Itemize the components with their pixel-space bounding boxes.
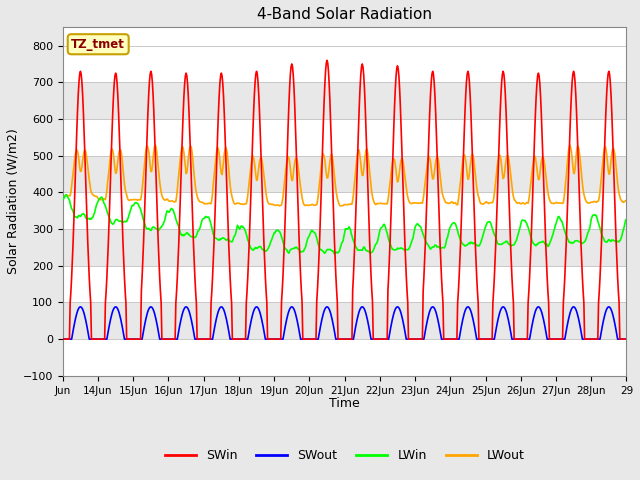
Bar (63, 229, 627, 266)
Bar (63, 119, 627, 156)
Text: TZ_tmet: TZ_tmet (71, 38, 125, 51)
Bar (63, 156, 627, 192)
Bar (63, 192, 627, 229)
Bar (63, 302, 627, 339)
Bar (63, 339, 627, 376)
Legend: SWin, SWout, LWin, LWout: SWin, SWout, LWin, LWout (159, 444, 530, 467)
Title: 4-Band Solar Radiation: 4-Band Solar Radiation (257, 7, 432, 22)
Bar (63, 82, 627, 119)
Bar (63, 46, 627, 82)
Y-axis label: Solar Radiation (W/m2): Solar Radiation (W/m2) (7, 129, 20, 275)
Bar (63, 266, 627, 302)
X-axis label: Time: Time (329, 397, 360, 410)
